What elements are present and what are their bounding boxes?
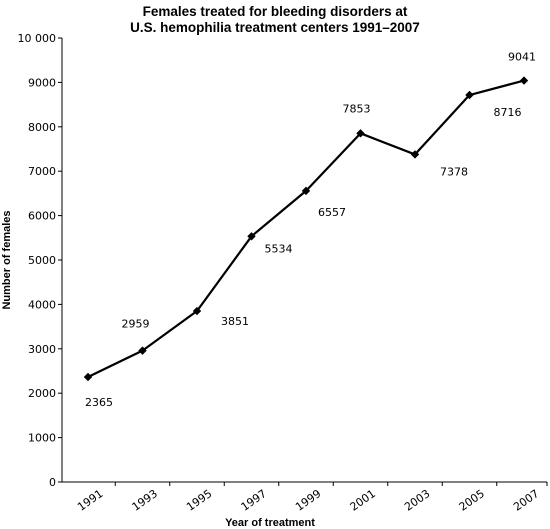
x-tick-label: 1993 — [130, 487, 160, 514]
data-label: 8716 — [494, 106, 522, 119]
x-tick-label: 1991 — [75, 487, 105, 514]
series-line — [87, 79, 525, 378]
y-tick-label: 8000 — [28, 121, 56, 134]
data-point-marker — [410, 150, 420, 159]
data-point-marker — [519, 76, 529, 85]
data-point-marker — [247, 232, 256, 241]
data-label: 7378 — [440, 165, 468, 178]
data-label: 2959 — [122, 318, 150, 331]
y-tick-label: 7000 — [28, 165, 56, 178]
x-tick-label: 1995 — [184, 487, 214, 514]
y-tick-label: 1000 — [28, 432, 56, 445]
data-point-marker — [83, 372, 93, 382]
data-point-marker — [192, 306, 202, 316]
y-tick-label: 10 000 — [18, 32, 57, 45]
series-points — [83, 76, 529, 382]
data-point-marker — [138, 346, 147, 355]
y-tick-label: 2000 — [28, 387, 56, 400]
chart-title-line-1: Females treated for bleeding disorders a… — [143, 4, 408, 19]
chart-title-line-2: U.S. hemophilia treatment centers 1991–2… — [130, 20, 420, 35]
y-axis-label: Number of females — [1, 210, 13, 309]
x-tick-label: 1999 — [293, 487, 323, 514]
x-tick-label: 2005 — [457, 487, 487, 514]
y-tick-label: 4000 — [28, 298, 56, 311]
y-axis-ticks: 0 1000 2000 3000 4000 5000 6000 7000 8000 9000 10 … — [18, 32, 62, 489]
x-tick-label: 2003 — [402, 487, 432, 514]
data-point-marker — [465, 90, 474, 100]
y-tick-label: 9000 — [28, 76, 56, 89]
x-axis-ticks: 1991 1993 1995 1997 1999 2001 2003 2005 2007 — [75, 482, 548, 514]
data-label: 5534 — [265, 242, 293, 255]
data-label: 7853 — [343, 102, 371, 115]
y-tick-label: 0 — [49, 476, 56, 489]
y-tick-label: 3000 — [28, 343, 56, 356]
series-line-group — [87, 79, 525, 378]
x-tick-label: 2001 — [348, 487, 378, 514]
data-labels: 2365 2959 3851 5534 6557 7853 7378 8716 9041 — [85, 51, 536, 409]
x-axis-label: Year of treatment — [225, 517, 315, 529]
y-tick-label: 6000 — [28, 210, 56, 223]
x-tick-label: 2007 — [511, 487, 541, 514]
x-tick-label: 1997 — [239, 487, 269, 514]
data-label: 9041 — [508, 51, 536, 64]
y-tick-label: 5000 — [28, 254, 56, 267]
data-label: 2365 — [85, 396, 113, 409]
data-label: 3851 — [221, 315, 249, 328]
data-point-marker — [356, 129, 365, 138]
data-point-marker — [301, 186, 311, 196]
data-label: 6557 — [318, 206, 346, 219]
